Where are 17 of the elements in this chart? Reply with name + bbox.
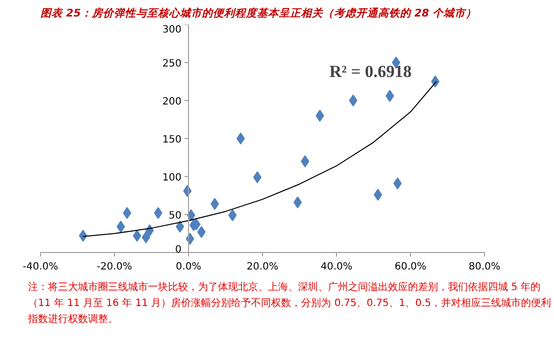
x-tick-label: 20.0% xyxy=(246,262,278,272)
y-tick-label: 0 xyxy=(175,244,182,256)
y-tick-label: 50 xyxy=(168,210,182,222)
y-tick-label: 100 xyxy=(162,172,182,184)
x-tick-label: 80.0% xyxy=(468,262,500,272)
chart-title: 图表 25：房价弹性与至核心城市的便利程度基本呈正相关（考虑开通高铁的 28 个城市） xyxy=(40,6,477,20)
y-tick-label: 200 xyxy=(162,96,182,108)
y-tick-label: 250 xyxy=(162,58,182,70)
x-tick-label: -20.0% xyxy=(96,262,132,272)
y-tick-label: 150 xyxy=(162,134,182,146)
x-tick-label: -40.0% xyxy=(22,262,58,272)
y-tick-label: 300 xyxy=(162,24,182,36)
text: 注：将三大城市圈三线城市一块比较，为了体现北京、上海、深圳、广州之间溢出效应的差别，我们依据四城 5 年的（11 年 11 月至 16 年 11 月）房价涨幅分别给予不同权数，分别为 0.75、0.75、1、0.5，并对相应三线城市的便利指数进行权数调整。 xyxy=(28,280,552,327)
x-tick-label: 40.0% xyxy=(320,262,352,272)
x-tick-label: 60.0% xyxy=(394,262,426,272)
annotation: R² = 0.6918 xyxy=(329,62,412,81)
x-tick-label: 0.0% xyxy=(176,262,202,272)
